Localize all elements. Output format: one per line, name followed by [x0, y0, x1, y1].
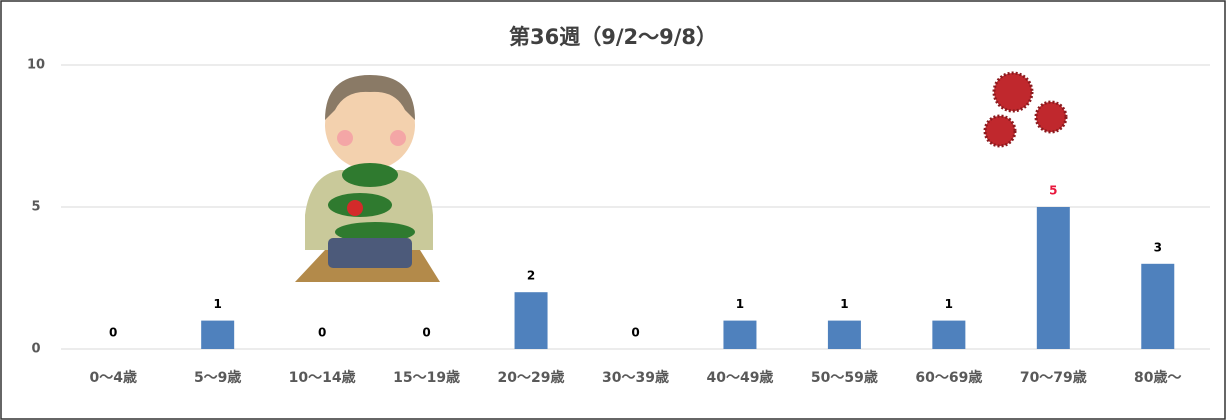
x-tick-label: 5〜9歳	[194, 369, 241, 386]
chart: 第36週（9/2〜9/8） 05100〜4歳05〜9歳110〜14歳015〜19…	[0, 0, 1226, 420]
x-tick-label: 70〜79歳	[1020, 369, 1087, 386]
x-tick-label: 60〜69歳	[915, 369, 982, 386]
value-label: 0	[631, 326, 639, 340]
bar	[201, 321, 234, 349]
y-tick-label: 0	[31, 342, 40, 357]
chart-title: 第36週（9/2〜9/8）	[509, 25, 717, 49]
bar	[932, 321, 965, 349]
value-label: 1	[945, 297, 953, 311]
x-tick-label: 40〜49歳	[706, 369, 773, 386]
value-label: 3	[1154, 240, 1162, 254]
x-tick-label: 20〜29歳	[498, 369, 565, 386]
bar	[515, 292, 548, 349]
x-tick-label: 50〜59歳	[811, 369, 878, 386]
value-label: 0	[318, 326, 326, 340]
x-tick-label: 15〜19歳	[393, 369, 460, 386]
value-label: 5	[1049, 184, 1057, 198]
x-tick-label: 30〜39歳	[602, 369, 669, 386]
x-tick-label: 80歳〜	[1134, 369, 1181, 386]
value-label: 2	[527, 269, 535, 283]
value-label: 1	[736, 297, 744, 311]
x-tick-label: 0〜4歳	[89, 369, 136, 386]
bar	[1141, 264, 1174, 349]
value-label: 1	[840, 297, 848, 311]
bar	[1037, 207, 1070, 349]
value-label: 0	[109, 326, 117, 340]
bar	[723, 321, 756, 349]
bar	[828, 321, 861, 349]
value-label: 0	[422, 326, 430, 340]
y-tick-label: 5	[31, 200, 40, 215]
y-tick-label: 10	[27, 58, 45, 73]
value-label: 1	[214, 297, 222, 311]
x-tick-label: 10〜14歳	[289, 369, 356, 386]
